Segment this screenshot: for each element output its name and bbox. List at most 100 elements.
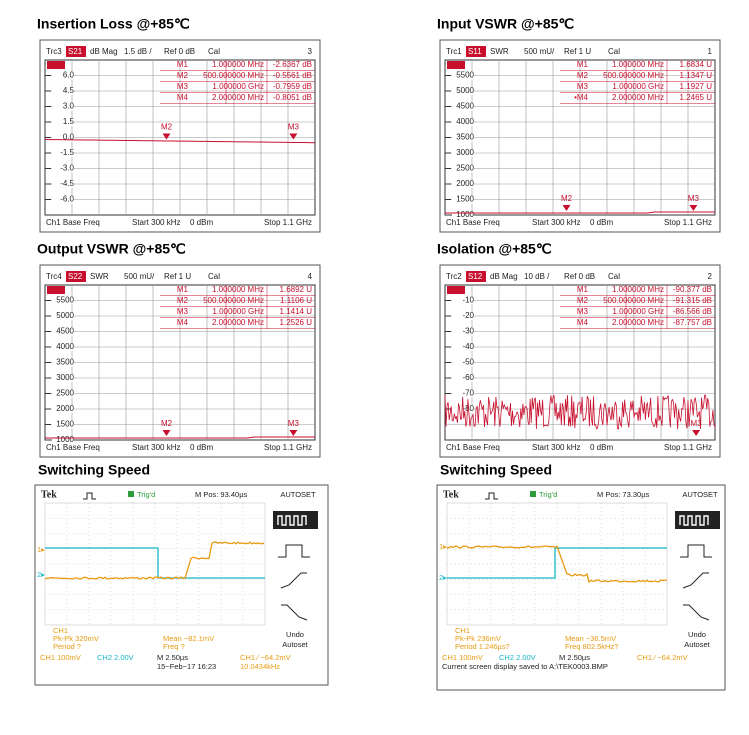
footer: Ch1 Base Freq <box>446 218 500 227</box>
meas: Mean −36.5mV <box>565 634 616 643</box>
marker-value: -90.377 dB <box>673 285 712 294</box>
y-label: 1500 <box>456 195 474 204</box>
y-label: 1500 <box>56 420 74 429</box>
meas: Mean −82.1mV <box>163 634 214 643</box>
param-box <box>66 271 86 282</box>
ref-label: Ref 0 dB <box>564 272 595 281</box>
format-label: SWR <box>490 47 509 56</box>
tick-bg <box>52 358 74 367</box>
pulse-icon <box>485 492 498 500</box>
y-label: 5000 <box>456 86 474 95</box>
y-label: -70 <box>462 389 474 398</box>
brand: Tek <box>443 489 459 500</box>
y-label: 1.5 <box>63 117 75 126</box>
menu-icon <box>280 572 307 589</box>
menu-sel <box>273 511 318 529</box>
ch2-marker: 2▸ <box>37 570 45 579</box>
trace-label: Trc4 <box>46 272 62 281</box>
footer: Start 300 kHz <box>132 218 180 227</box>
trace-label: Trc2 <box>446 272 462 281</box>
y-label: 4500 <box>56 327 74 336</box>
ref-label: Ref 0 dB <box>164 47 195 56</box>
y-label: 3000 <box>56 373 74 382</box>
cal-label: Cal <box>608 47 620 56</box>
tick-bg <box>452 118 474 126</box>
footer: Start 300 kHz <box>532 218 580 227</box>
trace <box>445 211 715 214</box>
footer: 0 dBm <box>590 443 613 452</box>
marker-value: 1.2465 U <box>680 93 713 102</box>
trace-number: 1 <box>708 47 713 56</box>
tick-bg <box>52 102 74 111</box>
param-box <box>447 61 465 69</box>
undo: Autoset <box>684 640 710 649</box>
trig-box <box>128 491 134 497</box>
y-label: 3.0 <box>63 102 75 111</box>
format-label: dB Mag <box>90 47 118 56</box>
tick-bg <box>452 312 474 320</box>
trace-number: 4 <box>308 272 313 281</box>
marker-freq: 1.000000 MHz <box>612 285 664 294</box>
marker-id: M4 <box>577 318 589 327</box>
tick-bg <box>52 87 74 95</box>
param-box <box>466 46 486 57</box>
param-box <box>66 46 86 57</box>
param-box <box>466 271 486 282</box>
marker-value: -0.5561 dB <box>273 71 312 80</box>
scale-label: 1.5 dB / <box>124 47 152 56</box>
tick-bg <box>452 296 474 305</box>
param-label: S21 <box>68 47 83 56</box>
marker-freq: 1.000000 GHz <box>212 307 264 316</box>
marker-value: 1.1347 U <box>680 71 713 80</box>
panel-title: Switching Speed <box>38 462 150 478</box>
tick-bg <box>52 195 74 204</box>
tick-bg <box>52 420 74 429</box>
tick-bg <box>52 296 74 305</box>
menu-icon <box>683 604 710 621</box>
marker-freq: 1.000000 GHz <box>612 307 664 316</box>
ch2-trace <box>447 547 667 579</box>
scale-label: 10 dB / <box>524 272 550 281</box>
marker-id: M1 <box>577 60 589 69</box>
menu-sel <box>675 511 720 529</box>
tick-bg <box>52 405 74 413</box>
ref-label: Ref 1 U <box>164 272 191 281</box>
tick-bg <box>52 436 74 444</box>
footer: Ch1 Base Freq <box>446 443 500 452</box>
marker-id: M3 <box>177 307 189 316</box>
y-label: 3500 <box>56 358 74 367</box>
brand: Tek <box>41 489 57 500</box>
marker-value: 1.6892 U <box>280 285 313 294</box>
y-label: 5500 <box>456 71 474 80</box>
marker-tag: M3 <box>288 123 300 132</box>
marker-tag: M3 <box>288 419 300 428</box>
tick-bg <box>452 133 474 142</box>
y-label: 2500 <box>456 164 474 173</box>
format-label: dB Mag <box>490 272 518 281</box>
marker-triangle <box>289 430 298 436</box>
y-label: 5000 <box>56 311 74 320</box>
footer: 10.0434kHz <box>240 662 280 671</box>
marker-id: M1 <box>577 285 589 294</box>
marker-freq: 500.000000 MHz <box>203 296 264 305</box>
y-label: 5500 <box>56 296 74 305</box>
marker-triangle <box>289 133 298 140</box>
autoset: AUTOSET <box>682 490 718 499</box>
marker-value: -2.6367 dB <box>273 60 312 69</box>
y-label: 1000 <box>456 210 474 219</box>
panel-title: Output VSWR @+85℃ <box>37 241 186 257</box>
tick-bg <box>452 71 474 80</box>
footer: Current screen display saved to A:\TEK00… <box>442 662 608 671</box>
marker-freq: 2.000000 MHz <box>212 93 264 102</box>
marker-freq: 1.000000 GHz <box>612 82 664 91</box>
marker-id: M2 <box>177 296 189 305</box>
tick-bg <box>452 374 474 382</box>
y-label: -1.5 <box>60 148 74 157</box>
marker-freq: 2.000000 MHz <box>612 93 664 102</box>
footer: Stop 1.1 GHz <box>664 443 712 452</box>
footer: Ch1 Base Freq <box>46 443 100 452</box>
panel-title: Switching Speed <box>440 462 552 478</box>
marker-value: 1.1414 U <box>280 307 313 316</box>
cal-label: Cal <box>208 47 220 56</box>
